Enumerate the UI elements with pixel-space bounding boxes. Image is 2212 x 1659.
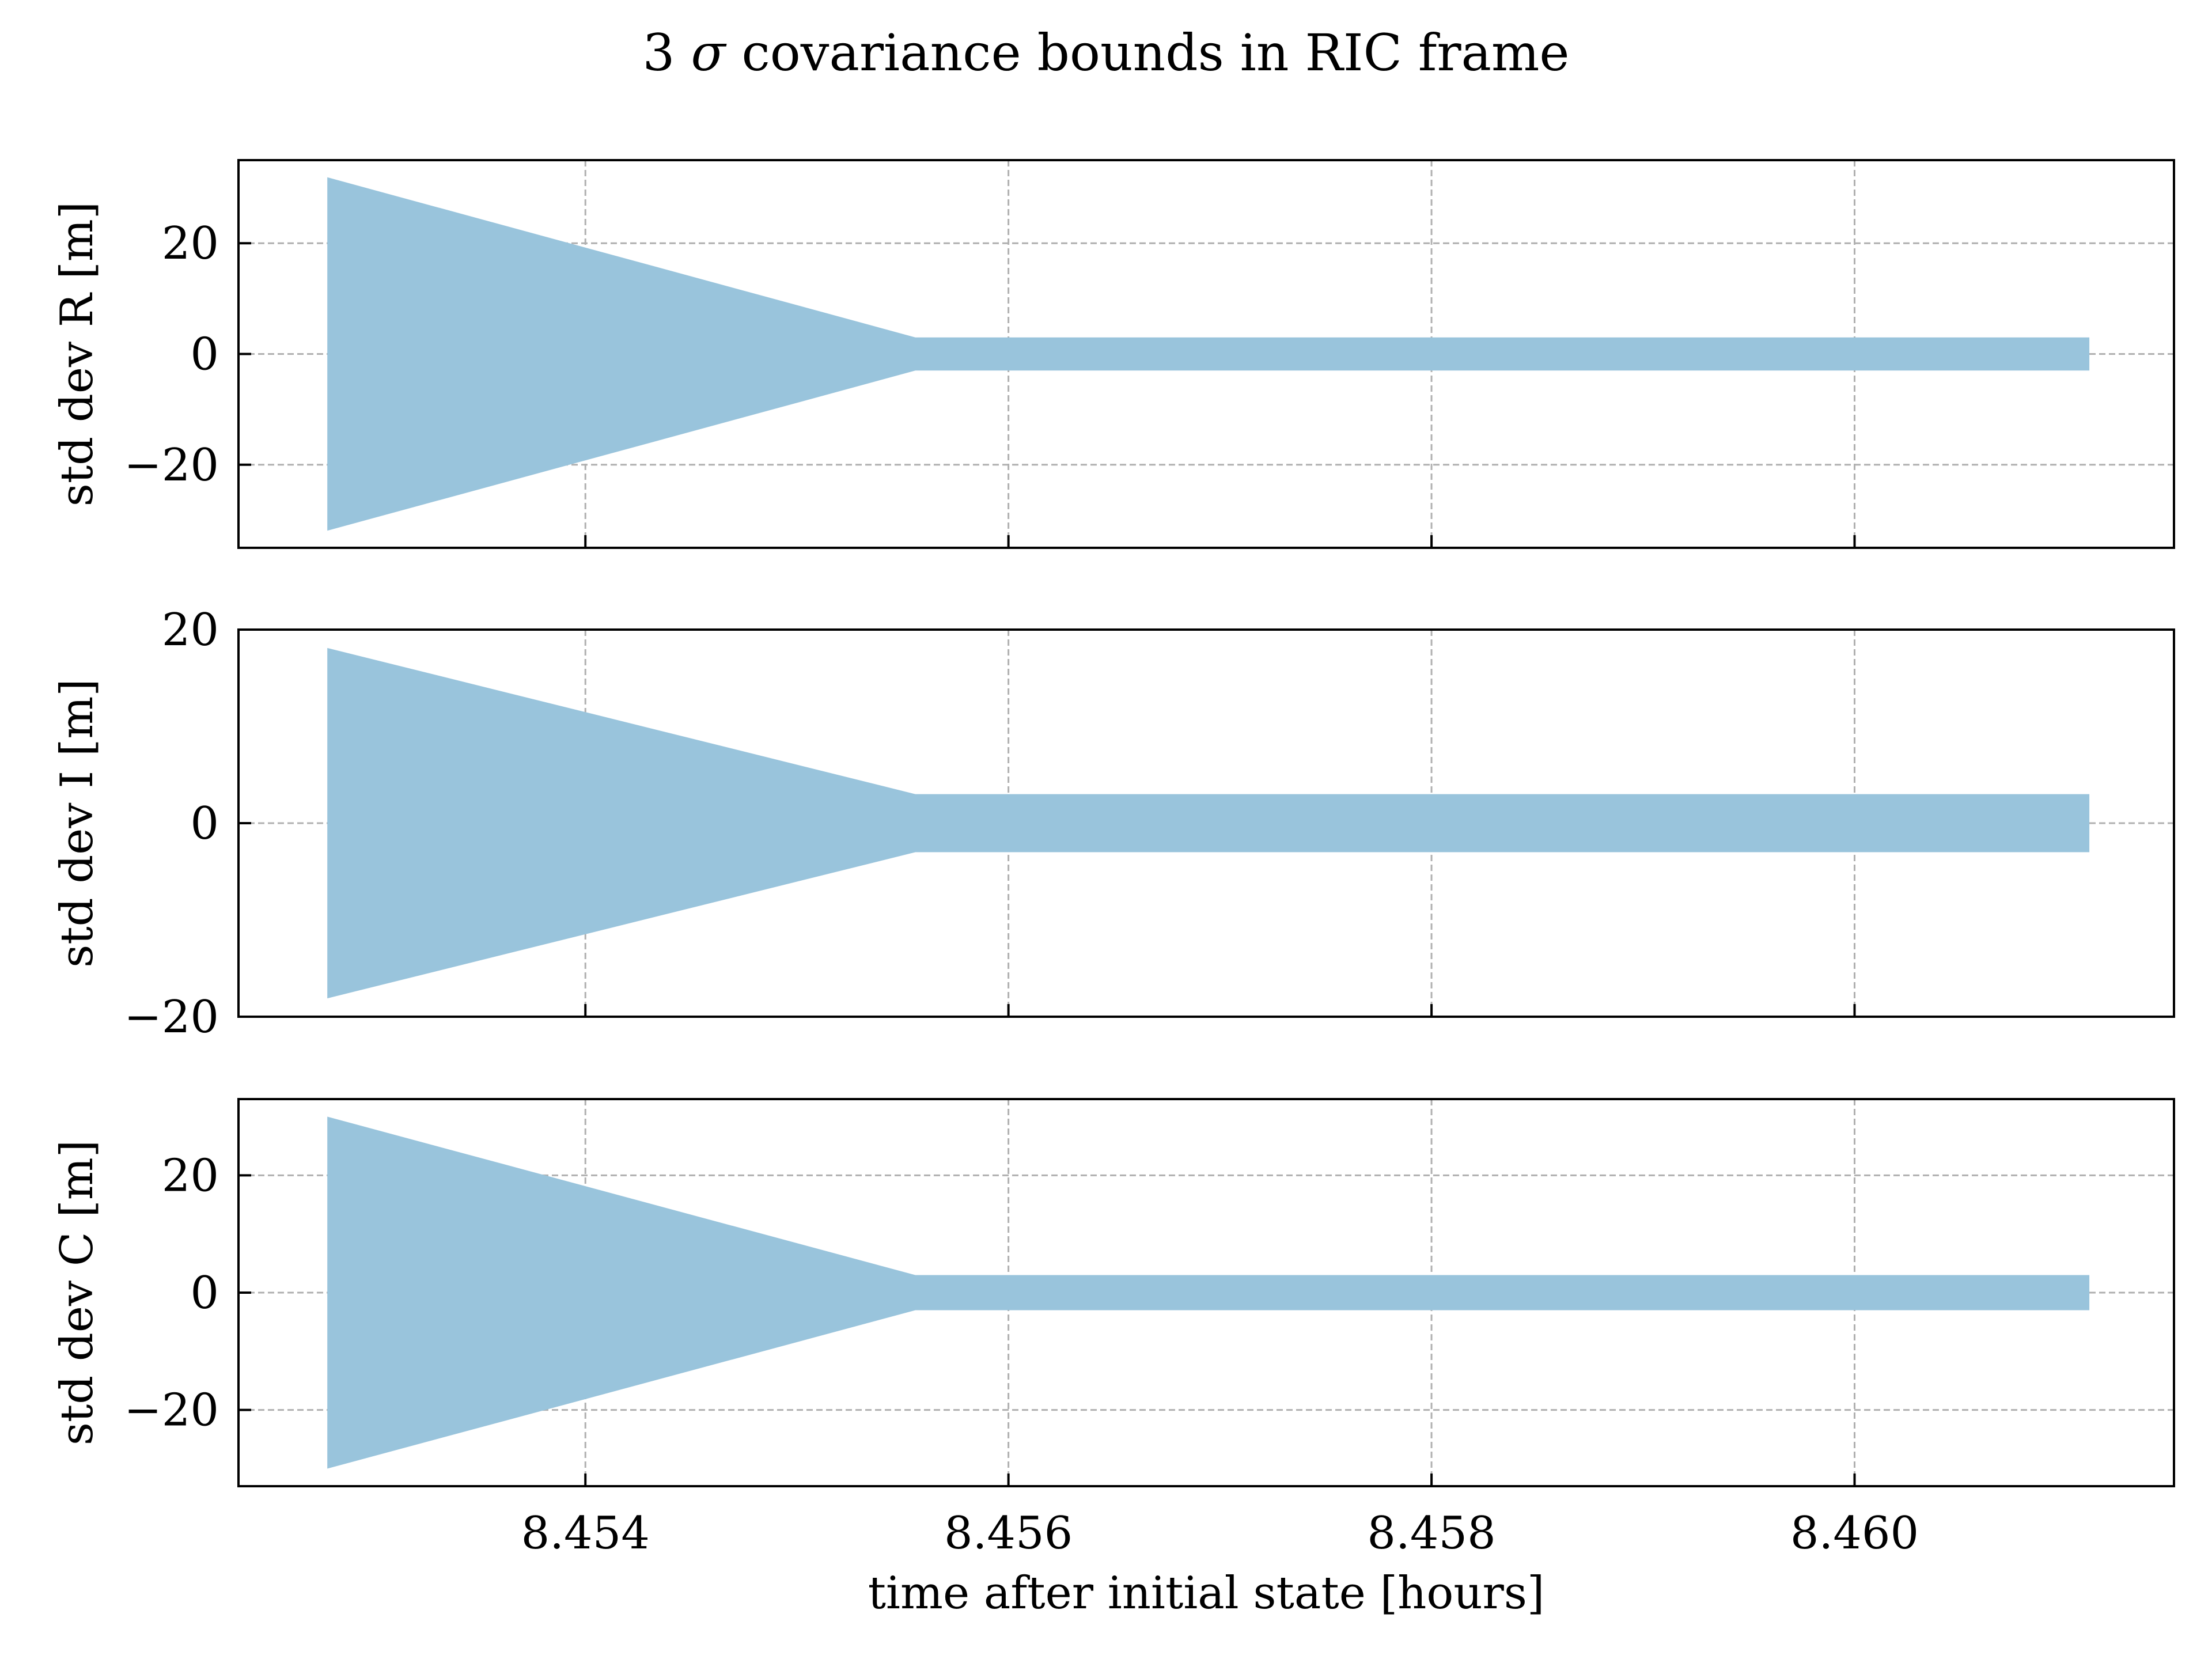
subplot-c: −20 0 20 std dev C [m] 8.454 8.456 8.458 8.460 [51, 1098, 2175, 1559]
y-tick-label: −20 [124, 1385, 219, 1437]
x-tick-label: 8.454 [521, 1508, 650, 1559]
y-tick-label: −20 [124, 991, 219, 1043]
y-tick-label: 20 [162, 1150, 219, 1202]
sigma-bound-area-r [327, 177, 2090, 531]
title-suffix: covariance bounds in RIC frame [726, 23, 1570, 82]
subplot-r: −20 0 20 std dev R [m] [51, 159, 2175, 549]
y-tick-label: 20 [162, 218, 219, 270]
sigma-symbol: σ [691, 23, 727, 82]
y-tick-label: 20 [162, 604, 219, 656]
y-tick-label: 0 [190, 329, 219, 381]
x-tick-label: 8.460 [1790, 1508, 1919, 1559]
figure-title: 3 σ covariance bounds in RIC frame [642, 23, 1569, 82]
y-axis-label-c: std dev C [m] [51, 1140, 103, 1445]
x-axis-label: time after initial state [hours] [868, 1567, 1545, 1619]
x-tick-label: 8.456 [944, 1508, 1073, 1559]
y-tick-label: −20 [124, 440, 219, 491]
sigma-bound-area-i [327, 647, 2090, 999]
x-tick-label: 8.458 [1367, 1508, 1495, 1559]
y-axis-label-i: std dev I [m] [51, 679, 103, 967]
title-prefix: 3 [642, 23, 691, 82]
subplot-i: −20 0 20 std dev I [m] [51, 604, 2175, 1043]
sigma-bound-area-c [327, 1116, 2090, 1469]
y-tick-label: 0 [190, 798, 219, 850]
y-axis-label-r: std dev R [m] [51, 202, 103, 506]
y-tick-label: 0 [190, 1267, 219, 1319]
